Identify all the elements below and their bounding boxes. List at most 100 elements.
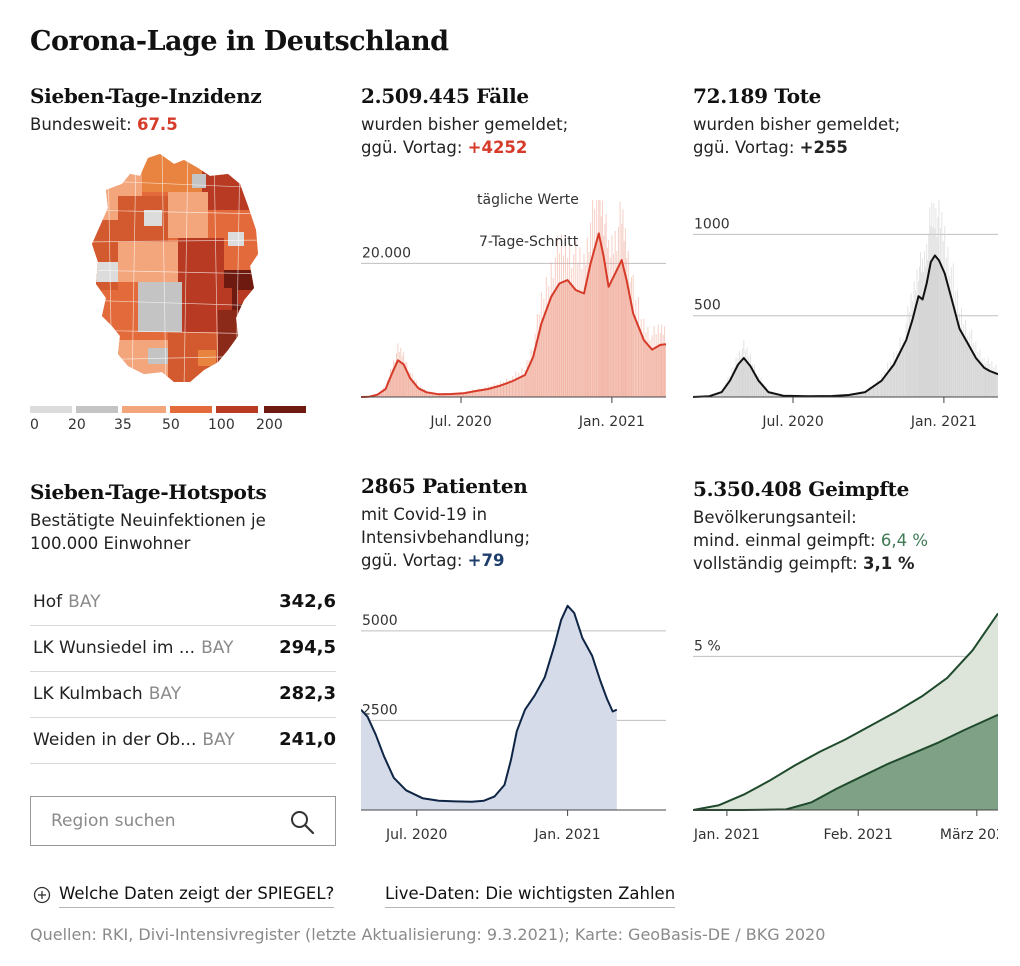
- hotspots-line2: 100.000 Einwohner: [30, 534, 191, 553]
- legend-swatch: [30, 406, 72, 413]
- patienten-delta-label: ggü. Vortag:: [361, 551, 468, 570]
- series-area: [361, 605, 617, 810]
- geimpfte-full-label: vollständig geimpft:: [693, 554, 863, 573]
- faelle-chart[interactable]: 20.000 Jul. 2020 Jan. 2021 tägliche Werte 7-…: [361, 180, 666, 442]
- geimpfte-line3: vollständig geimpft: 3,1 %: [693, 552, 915, 575]
- x-tick-label: Jan. 2021: [578, 414, 645, 430]
- tote-chart[interactable]: 500 1000 Jul. 2020 Jan. 2021: [693, 180, 998, 442]
- sources-note: Quellen: RKI, Divi-Intensivregister (let…: [30, 925, 826, 944]
- hotspot-value: 294,5: [279, 637, 336, 658]
- tote-title: 72.189 Tote: [693, 84, 822, 108]
- germany-incidence-map[interactable]: [78, 150, 268, 390]
- plus-circle-icon: [33, 886, 51, 904]
- faelle-line2: ggü. Vortag: +4252: [361, 136, 527, 159]
- series-area: [693, 255, 998, 397]
- x-tick-label: Jul. 2020: [385, 827, 447, 843]
- patienten-title: 2865 Patienten: [361, 474, 528, 498]
- hotspot-value: 342,6: [279, 591, 336, 612]
- legend-swatch: [170, 406, 212, 413]
- inzidenz-title: Sieben-Tage-Inzidenz: [30, 84, 262, 108]
- faelle-line1: wurden bisher gemeldet;: [361, 115, 569, 134]
- hotspot-state: BAY: [201, 638, 234, 658]
- x-tick-label: Jul. 2020: [761, 414, 823, 430]
- geimpfte-title: 5.350.408 Geimpfte: [693, 477, 910, 501]
- x-tick-label: Feb. 2021: [824, 827, 893, 843]
- series-line: [693, 254, 998, 398]
- geimpfte-line1: Bevölkerungsanteil:: [693, 508, 857, 527]
- y-tick-label: 20.000: [362, 245, 411, 261]
- hotspot-name: Weiden in der Ob... BAY: [33, 730, 235, 750]
- hotspot-name: Hof BAY: [33, 592, 101, 612]
- inzidenz-value: 67.5: [136, 115, 178, 134]
- legend-label: 200: [256, 417, 283, 433]
- y-tick-label: 500: [694, 298, 721, 314]
- region-search-input[interactable]: [51, 809, 291, 833]
- patienten-delta: +79: [467, 551, 505, 570]
- hotspot-state: BAY: [202, 730, 235, 750]
- tote-line1: wurden bisher gemeldet;: [693, 115, 901, 134]
- geimpfte-first-value: 6,4 %: [880, 531, 929, 550]
- table-row[interactable]: LK Kulmbach BAY 282,3: [30, 673, 336, 718]
- legend-swatch: [122, 406, 166, 413]
- info-link-label[interactable]: Welche Daten zeigt der SPIEGEL?: [59, 884, 335, 908]
- geimpfte-first-label: mind. einmal geimpft:: [693, 531, 881, 550]
- hotspot-region: LK Kulmbach: [33, 684, 143, 704]
- legend-label: 50: [162, 417, 180, 433]
- x-tick-label: Jul. 2020: [429, 414, 491, 430]
- legend-swatch: [76, 406, 118, 413]
- table-row[interactable]: Weiden in der Ob... BAY 241,0: [30, 719, 336, 764]
- inzidenz-subtitle: Bundesweit: 67.5: [30, 113, 178, 136]
- hotspot-state: BAY: [148, 684, 182, 704]
- y-tick-label: 2500: [362, 702, 398, 718]
- hotspot-name: LK Wunsiedel im ... BAY: [33, 638, 233, 658]
- hotspot-value: 241,0: [279, 729, 336, 750]
- hotspot-name: LK Kulmbach BAY: [33, 684, 181, 704]
- series-area: [361, 233, 666, 397]
- hotspots-line1: Bestätigte Neuinfektionen je: [30, 511, 266, 530]
- tote-delta: +255: [799, 138, 848, 157]
- search-icon[interactable]: [289, 809, 315, 835]
- geimpfte-line2: mind. einmal geimpft: 6,4 %: [693, 529, 928, 552]
- patienten-line2: Intensivbehandlung;: [361, 528, 531, 547]
- x-tick-label: März 2021: [940, 827, 998, 843]
- legend-swatch: [264, 406, 306, 413]
- table-row[interactable]: LK Wunsiedel im ... BAY 294,5: [30, 627, 336, 672]
- legend-label: 100: [208, 417, 235, 433]
- annotation-average: 7-Tage-Schnitt: [479, 234, 579, 250]
- geimpfte-chart[interactable]: 5 % Jan. 2021 Feb. 2021 März 2021: [693, 595, 998, 857]
- hotspots-title: Sieben-Tage-Hotspots: [30, 480, 267, 504]
- y-tick-label: 5 %: [694, 638, 721, 654]
- legend-label: 20: [68, 417, 86, 433]
- series-area: [693, 714, 998, 810]
- patienten-line3: ggü. Vortag: +79: [361, 549, 504, 572]
- x-tick-label: Jan. 2021: [693, 827, 760, 843]
- series-line: [693, 612, 998, 811]
- tote-delta-label: ggü. Vortag:: [693, 138, 800, 157]
- live-data-link[interactable]: Live-Daten: Die wichtigsten Zahlen: [385, 884, 676, 908]
- table-row[interactable]: Hof BAY 342,6: [30, 581, 336, 626]
- faelle-delta-label: ggü. Vortag:: [361, 138, 468, 157]
- faelle-title: 2.509.445 Fälle: [361, 84, 529, 108]
- legend-label: 0: [30, 417, 39, 433]
- x-tick-label: Jan. 2021: [534, 827, 601, 843]
- geimpfte-full-value: 3,1 %: [863, 554, 915, 573]
- x-tick-label: Jan. 2021: [910, 414, 977, 430]
- map-regions: [92, 154, 258, 382]
- annotation-daily: tägliche Werte: [477, 192, 579, 208]
- hotspot-region: Weiden in der Ob...: [33, 730, 197, 750]
- y-tick-label: 1000: [694, 216, 730, 232]
- hotspot-value: 282,3: [279, 683, 336, 704]
- page-title: Corona-Lage in Deutschland: [30, 26, 449, 57]
- region-search[interactable]: [30, 796, 336, 846]
- y-tick-label: 5000: [362, 613, 398, 629]
- hotspot-region: Hof: [33, 592, 63, 612]
- patienten-line1: mit Covid-19 in: [361, 505, 488, 524]
- legend-label: 35: [114, 417, 132, 433]
- hotspot-state: BAY: [68, 592, 101, 612]
- series-line: [361, 604, 618, 803]
- series-line: [361, 232, 666, 398]
- legend-swatch: [216, 406, 258, 413]
- daily-values: [696, 200, 997, 397]
- tote-line2: ggü. Vortag: +255: [693, 136, 848, 159]
- patienten-chart[interactable]: 2500 5000 Jul. 2020 Jan. 2021: [361, 595, 666, 857]
